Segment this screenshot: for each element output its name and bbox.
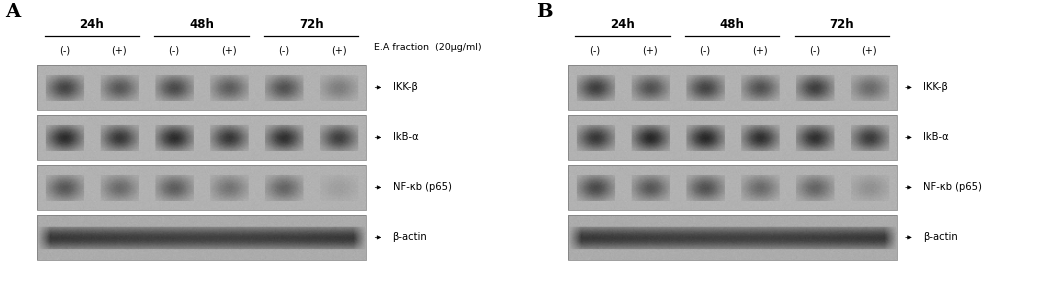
Text: IKK-β: IKK-β — [393, 82, 417, 92]
Text: (+): (+) — [862, 46, 877, 55]
Text: NF-κb (p65): NF-κb (p65) — [393, 182, 451, 192]
Bar — [37, 215, 366, 260]
Bar — [37, 65, 366, 110]
Text: B: B — [536, 3, 553, 21]
Bar — [568, 65, 897, 110]
Text: E.A fraction  (20μg/ml): E.A fraction (20μg/ml) — [373, 43, 482, 52]
Text: NF-κb (p65): NF-κb (p65) — [923, 182, 981, 192]
Text: (-): (-) — [590, 46, 601, 55]
Text: (-): (-) — [699, 46, 710, 55]
Text: (+): (+) — [642, 46, 658, 55]
Text: IkB-α: IkB-α — [923, 132, 949, 142]
Bar — [37, 165, 366, 210]
Text: IKK-β: IKK-β — [923, 82, 947, 92]
Bar — [568, 115, 897, 160]
Text: (+): (+) — [751, 46, 767, 55]
Text: IkB-α: IkB-α — [393, 132, 418, 142]
Text: (+): (+) — [111, 46, 127, 55]
Text: A: A — [5, 3, 20, 21]
Text: 48h: 48h — [189, 18, 214, 31]
Text: (-): (-) — [59, 46, 70, 55]
Text: β-actin: β-actin — [923, 232, 958, 242]
Text: β-actin: β-actin — [393, 232, 428, 242]
Bar — [568, 165, 897, 210]
Text: 72h: 72h — [830, 18, 854, 31]
Bar — [568, 215, 897, 260]
Text: 48h: 48h — [719, 18, 745, 31]
Text: (-): (-) — [169, 46, 179, 55]
Text: 24h: 24h — [80, 18, 104, 31]
Text: 24h: 24h — [610, 18, 634, 31]
Text: (+): (+) — [331, 46, 347, 55]
Text: 72h: 72h — [299, 18, 324, 31]
Bar — [37, 115, 366, 160]
Text: (-): (-) — [278, 46, 290, 55]
Text: (-): (-) — [808, 46, 820, 55]
Text: (+): (+) — [221, 46, 237, 55]
